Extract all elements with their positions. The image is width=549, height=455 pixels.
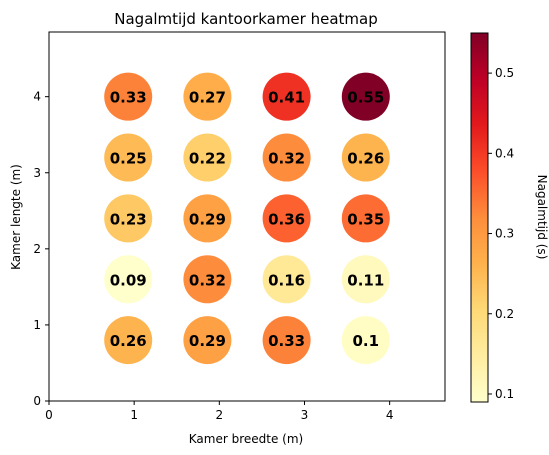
data-label: 0.32 [268, 150, 305, 168]
data-label: 0.26 [347, 150, 384, 168]
data-point [104, 133, 153, 182]
x-tick-label: 0 [45, 408, 53, 422]
data-label: 0.29 [189, 332, 226, 350]
data-label: 0.36 [268, 210, 305, 228]
data-point [341, 316, 390, 365]
data-point [183, 255, 232, 304]
data-point [183, 194, 232, 243]
colorbar-label: Nagalmtijd (s) [535, 175, 549, 260]
colorbar-tick-label: 0.1 [495, 387, 514, 401]
colorbar-axis: 0.1 0.2 0.3 0.4 0.5 [488, 66, 514, 401]
colorbar-tick-label: 0.5 [495, 66, 514, 80]
data-label: 0.33 [110, 89, 147, 107]
data-point [341, 72, 390, 121]
data-point [262, 316, 311, 365]
data-label: 0.26 [110, 332, 147, 350]
data-point [341, 133, 390, 182]
data-point [104, 194, 153, 243]
y-tick-label: 3 [33, 166, 41, 180]
data-point [104, 255, 153, 304]
data-label: 0.29 [189, 210, 226, 228]
x-tick-label: 3 [301, 408, 309, 422]
data-label: 0.32 [189, 271, 226, 289]
data-point [183, 72, 232, 121]
y-axis: 0 1 2 3 4 [33, 90, 49, 408]
data-label: 0.22 [189, 150, 226, 168]
x-tick-label: 4 [386, 408, 394, 422]
data-label: 0.09 [110, 271, 147, 289]
x-axis: 0 1 2 3 4 [45, 401, 393, 422]
points-layer: 0.26 0.29 0.33 0.1 0.09 0.32 0.16 0.11 0.23 0.29 0… [104, 72, 390, 365]
data-label: 0.16 [268, 271, 305, 289]
y-axis-label: Kamer lengte (m) [9, 164, 23, 270]
x-tick-label: 1 [130, 408, 138, 422]
data-label: 0.1 [353, 332, 380, 350]
data-label: 0.25 [110, 150, 147, 168]
data-point [262, 133, 311, 182]
data-point [262, 255, 311, 304]
data-point [262, 72, 311, 121]
data-point [104, 316, 153, 365]
y-tick-label: 2 [33, 242, 41, 256]
data-point [183, 316, 232, 365]
data-label: 0.23 [110, 210, 147, 228]
data-point [104, 72, 153, 121]
data-label: 0.27 [189, 89, 226, 107]
colorbar-tick-label: 0.2 [495, 307, 514, 321]
colorbar-tick-label: 0.3 [495, 227, 514, 241]
data-label: 0.55 [347, 89, 384, 107]
data-point [341, 255, 390, 304]
colorbar-tick-label: 0.4 [495, 146, 514, 160]
data-point [183, 133, 232, 182]
chart-title: Nagalmtijd kantoorkamer heatmap [114, 10, 377, 28]
x-tick-label: 2 [216, 408, 224, 422]
data-label: 0.41 [268, 89, 305, 107]
data-label: 0.11 [347, 271, 384, 289]
data-point [262, 194, 311, 243]
y-tick-label: 0 [33, 394, 41, 408]
y-tick-label: 4 [33, 90, 41, 104]
data-label: 0.33 [268, 332, 305, 350]
x-axis-label: Kamer breedte (m) [189, 432, 303, 446]
colorbar [470, 32, 489, 403]
data-point [341, 194, 390, 243]
data-label: 0.35 [347, 210, 384, 228]
y-tick-label: 1 [33, 318, 41, 332]
